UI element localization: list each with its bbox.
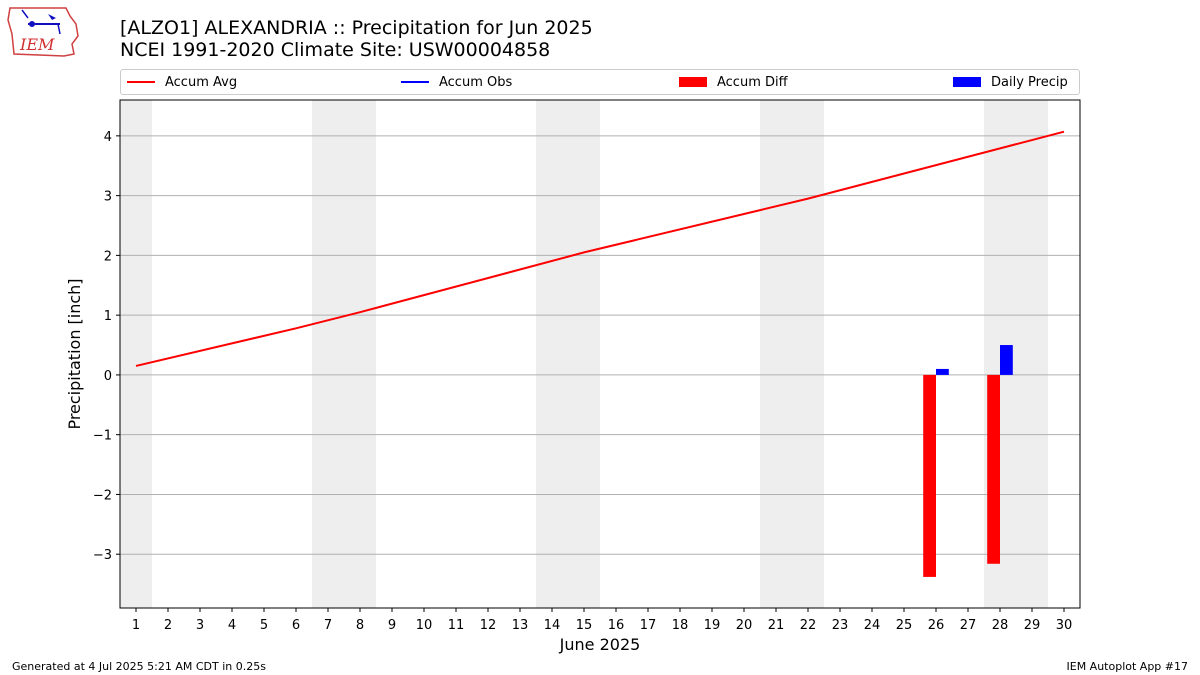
weekend-shade bbox=[536, 100, 600, 608]
weekend-shade bbox=[120, 100, 152, 608]
x-tick-label: 21 bbox=[768, 618, 785, 633]
x-tick-label: 5 bbox=[260, 618, 268, 633]
x-tick-label: 7 bbox=[324, 618, 332, 633]
legend-item-daily-precip: Daily Precip bbox=[953, 70, 1068, 94]
legend-label: Accum Diff bbox=[717, 74, 788, 90]
x-tick-label: 2 bbox=[164, 618, 172, 633]
y-tick-label: 0 bbox=[104, 369, 112, 384]
legend-label: Daily Precip bbox=[991, 74, 1068, 90]
x-tick-label: 22 bbox=[800, 618, 817, 633]
x-tick-label: 15 bbox=[576, 618, 593, 633]
y-tick-label: 2 bbox=[104, 249, 112, 264]
legend-swatch bbox=[953, 77, 981, 87]
legend-item-accum-obs: Accum Obs bbox=[401, 70, 512, 94]
y-tick-label: 3 bbox=[104, 190, 112, 205]
x-tick-label: 27 bbox=[960, 618, 977, 633]
x-tick-label: 26 bbox=[928, 618, 945, 633]
series-line-accum-avg bbox=[135, 130, 1065, 367]
x-tick-label: 14 bbox=[544, 618, 561, 633]
y-tick-label: −3 bbox=[93, 548, 112, 563]
x-tick-label: 9 bbox=[388, 618, 396, 633]
x-tick-label: 24 bbox=[864, 618, 881, 633]
chart-subtitle: NCEI 1991-2020 Climate Site: USW00004858 bbox=[120, 39, 551, 61]
x-tick-label: 29 bbox=[1024, 618, 1041, 633]
x-tick-label: 18 bbox=[672, 618, 689, 633]
x-tick-label: 13 bbox=[512, 618, 529, 633]
bar-accum-diff bbox=[987, 374, 1000, 564]
logo-wordmark: IEM bbox=[19, 35, 55, 54]
plot-frame bbox=[119, 99, 1081, 609]
x-tick-label: 28 bbox=[992, 618, 1009, 633]
x-tick-label: 12 bbox=[480, 618, 497, 633]
x-tick-label: 3 bbox=[196, 618, 204, 633]
x-axis-label: June 2025 bbox=[559, 635, 641, 654]
bar-accum-diff bbox=[923, 374, 936, 577]
x-tick-label: 8 bbox=[356, 618, 364, 633]
x-tick-label: 10 bbox=[416, 618, 433, 633]
legend-item-accum-avg: Accum Avg bbox=[127, 70, 237, 94]
legend-swatch bbox=[127, 81, 155, 83]
y-tick-label: −1 bbox=[93, 429, 112, 444]
y-tick-label: −2 bbox=[93, 488, 112, 503]
x-tick-label: 30 bbox=[1056, 618, 1073, 633]
bar-daily-precip bbox=[936, 368, 949, 375]
legend-swatch bbox=[401, 81, 429, 83]
chart-title: [ALZO1] ALEXANDRIA :: Precipitation for … bbox=[120, 17, 593, 39]
legend-item-accum-diff: Accum Diff bbox=[679, 70, 788, 94]
x-tick-label: 19 bbox=[704, 618, 721, 633]
weekend-shade bbox=[312, 100, 376, 608]
y-tick-label: 4 bbox=[104, 130, 112, 145]
x-tick-label: 4 bbox=[228, 618, 236, 633]
x-tick-label: 6 bbox=[292, 618, 300, 633]
x-tick-label: 16 bbox=[608, 618, 625, 633]
legend-label: Accum Avg bbox=[165, 74, 238, 90]
x-tick-label: 23 bbox=[832, 618, 849, 633]
x-tick-label: 1 bbox=[132, 618, 140, 633]
y-axis-label: Precipitation [inch] bbox=[65, 278, 84, 429]
y-tick-label: 1 bbox=[104, 309, 112, 324]
weekend-shade bbox=[760, 100, 824, 608]
legend-swatch bbox=[679, 77, 707, 87]
iem-logo: IEM bbox=[7, 7, 79, 57]
chart-legend: Accum Avg Accum Obs Accum Diff Daily Pre… bbox=[120, 69, 1080, 95]
x-tick-label: 17 bbox=[640, 618, 657, 633]
bar-daily-precip bbox=[1000, 345, 1013, 375]
x-tick-label: 11 bbox=[448, 618, 465, 633]
footer-app: IEM Autoplot App #17 bbox=[1066, 660, 1189, 673]
footer-generated: Generated at 4 Jul 2025 5:21 AM CDT in 0… bbox=[12, 660, 266, 673]
x-tick-label: 25 bbox=[896, 618, 913, 633]
legend-label: Accum Obs bbox=[439, 74, 513, 90]
x-tick-label: 20 bbox=[736, 618, 753, 633]
